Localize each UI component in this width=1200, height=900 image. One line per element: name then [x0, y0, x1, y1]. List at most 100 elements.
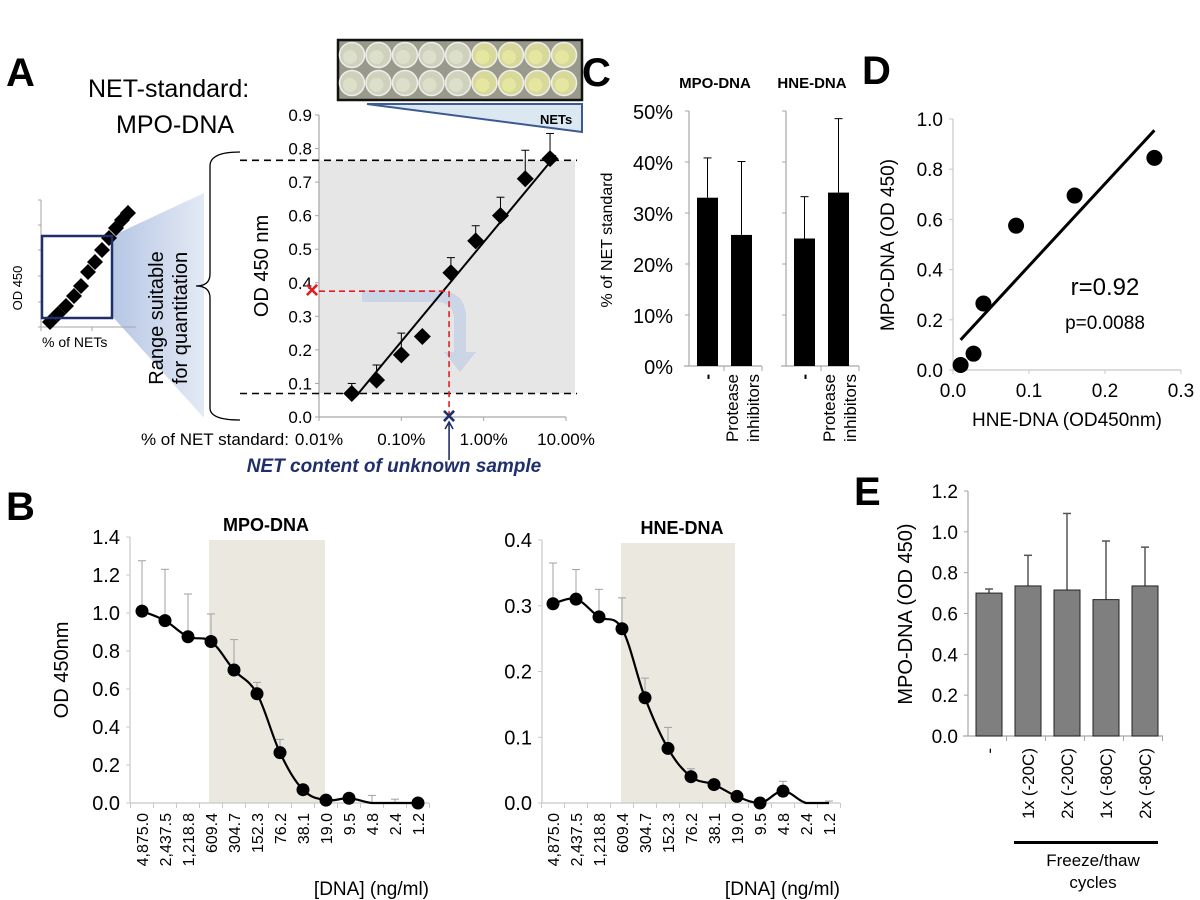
well-center [475, 50, 490, 64]
c-y-tick-label: 50% [633, 102, 673, 124]
inset-point [73, 278, 89, 294]
b-x-tick-label: 304.7 [638, 813, 655, 853]
b-x-tick-label: 9.5 [753, 813, 770, 835]
well-center [555, 50, 569, 64]
inset-point [94, 242, 110, 258]
b-y-tick-label: 0.4 [504, 530, 532, 552]
b-x-tick-label: 76.2 [684, 813, 701, 844]
b-x-tick-label: 4.8 [776, 813, 793, 835]
a-y-tick-label: 0.5 [288, 240, 312, 259]
b-x-tick-label: 38.1 [296, 813, 313, 844]
a-y-axis-label: OD 450 nm [251, 215, 273, 317]
panel-a: NET-standard: MPO-DNA NETs OD 450 % of N… [10, 38, 584, 421]
b-data-point [181, 630, 195, 644]
b-x-tick-label: 1,218.8 [592, 813, 609, 866]
d-data-point [965, 345, 982, 362]
inset-point [120, 205, 136, 221]
a-y-tick-label: 0.9 [288, 106, 312, 125]
b-x-axis-label: [DNA] (ng/ml) [725, 879, 840, 900]
b-x-tick-label: 152.3 [250, 813, 267, 853]
b-x-tick-label: 4,875.0 [546, 813, 563, 866]
b-data-point [776, 784, 790, 798]
well-center [528, 78, 543, 92]
b-data-point [615, 622, 629, 636]
b-y-tick-label: 1.4 [92, 527, 120, 549]
d-y-tick-label: 0.8 [917, 160, 943, 181]
d-y-tick-label: 0.2 [917, 311, 943, 332]
b-data-point [296, 783, 310, 797]
b-x-tick-label: 2,437.5 [569, 813, 586, 866]
b-data-point [227, 663, 241, 677]
lookup-arrow [362, 290, 476, 372]
b-x-tick-label: 76.2 [273, 813, 290, 844]
b-x-tick-label: 1.2 [822, 813, 839, 835]
freeze-thaw-bracket [1014, 841, 1158, 844]
c-y-tick-label: 0% [644, 357, 673, 379]
b-y-tick-label: 0.3 [504, 596, 532, 618]
panel-label-d: D [862, 49, 891, 93]
inset-ylabel: OD 450 [10, 266, 25, 311]
well-center [396, 50, 410, 64]
d-r-annotation: r=0.92 [1071, 274, 1140, 301]
unknown-od-marker: × [305, 277, 319, 304]
b-data-point [158, 614, 172, 628]
quantitation-range-shade [621, 543, 735, 803]
chart-e: 0.0 0.2 0.4 0.6 0.8 1.0 1.2 MPO-DNA (OD 450) - 1x… [895, 482, 1163, 892]
e-y-tick-label: 0.8 [932, 564, 958, 585]
c-x-tick-label: inhibitors [744, 374, 763, 442]
well-center [422, 50, 437, 64]
b-data-point [204, 635, 218, 648]
b-chart-title: MPO-DNA [223, 515, 309, 535]
b-x-tick-label: 9.5 [342, 813, 359, 835]
c-y-axis-label: % of NET standard [599, 173, 616, 308]
c-bar [794, 238, 815, 366]
inset-zoom-box [40, 234, 114, 320]
b-data-point [546, 597, 560, 611]
e-y-axis-label: MPO-DNA (OD 450) [895, 523, 917, 704]
a-x-tick-label: 10.00% [537, 430, 595, 449]
b-x-tick-label: 4,875.0 [135, 813, 152, 866]
e-bar [1014, 585, 1042, 737]
b-data-point [273, 746, 287, 760]
b-x-tick-label: 2.4 [799, 813, 816, 835]
a-x-axis-label: % of NET standard: [141, 430, 289, 449]
inset-xlabel: % of NETs [42, 334, 107, 350]
well-center [343, 78, 357, 92]
c-bar [828, 192, 849, 366]
a-y-tick-label: 0.6 [288, 207, 312, 226]
d-y-tick-label: 0.6 [917, 210, 943, 231]
well-center [502, 78, 516, 92]
d-data-point [952, 356, 969, 373]
c-x-tick-label: Protease [820, 374, 839, 442]
b-data-point [250, 687, 264, 701]
a-x-tick-label: 0.10% [377, 430, 425, 449]
d-data-point [1146, 149, 1163, 166]
a-data-point [442, 264, 460, 282]
unknown-pct-marker: × [442, 403, 456, 430]
b-x-tick-label: 4.8 [365, 813, 382, 835]
d-p-annotation: p=0.0088 [1065, 313, 1145, 334]
b-y-tick-label: 0.8 [92, 641, 120, 663]
d-y-tick-label: 1.0 [917, 110, 943, 131]
b-chart-title: HNE-DNA [641, 518, 724, 538]
well-center [502, 50, 516, 64]
e-x-tick-label: 1x (-80C) [1097, 748, 1116, 819]
b-y-tick-label: 0.2 [92, 755, 120, 777]
unknown-arrow-head [444, 420, 454, 430]
b-y-tick-label: 0.0 [504, 793, 532, 815]
well-plate-image [336, 38, 584, 102]
well-center [343, 50, 357, 64]
d-y-tick-label: 0.4 [917, 261, 944, 282]
b-data-point [319, 793, 333, 807]
c-y-tick-label: 30% [633, 204, 673, 226]
b-data-point [411, 796, 425, 810]
a-y-tick-label: 0.8 [288, 140, 312, 159]
d-data-point [1066, 187, 1083, 204]
a-data-point [392, 346, 410, 364]
d-fit-line [959, 129, 1156, 341]
b-x-tick-label: 19.0 [730, 813, 747, 844]
b-x-tick-label: 38.1 [707, 813, 724, 844]
unknown-sample-label: NET content of unknown sample [247, 456, 542, 477]
a-y-tick-label: 0.7 [288, 173, 312, 192]
